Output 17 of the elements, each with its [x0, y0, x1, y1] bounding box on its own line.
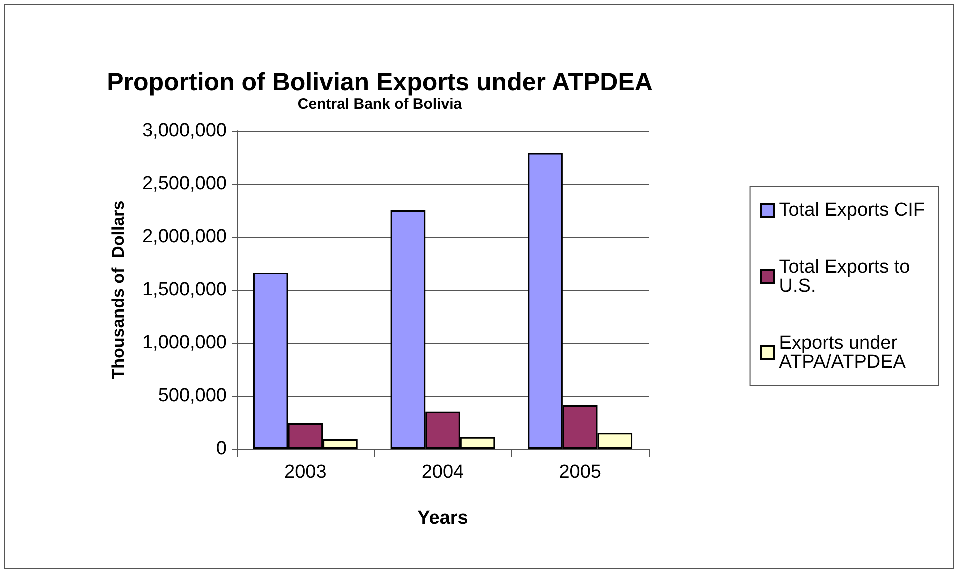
y-tick-label: 2,000,000 — [142, 226, 227, 248]
legend-label: Total Exports CIF — [779, 200, 926, 221]
y-axis-title: Thousands of Dollars — [109, 200, 128, 380]
x-tick-label: 2005 — [559, 462, 602, 483]
y-tick-label: 1,500,000 — [142, 280, 227, 300]
y-tick-label: 2,500,000 — [142, 174, 227, 194]
chart-title: Proportion of Bolivian Exports under ATPDEA — [107, 68, 653, 96]
legend-label: Total Exports to U.S. — [779, 257, 916, 297]
y-tick-label: 0 — [216, 438, 227, 460]
x-tick-label: 2004 — [422, 462, 465, 483]
y-tick-label: 3,000,000 — [142, 120, 227, 142]
y-tick-label: 500,000 — [158, 386, 227, 406]
chart-subtitle: Central Bank of Bolivia — [298, 96, 463, 113]
legend-label: Exports under ATPA/ATPDEA — [779, 333, 906, 373]
y-tick-label: 1,000,000 — [142, 332, 227, 354]
x-axis-title: Years — [418, 508, 468, 529]
x-tick-label: 2003 — [284, 462, 327, 483]
